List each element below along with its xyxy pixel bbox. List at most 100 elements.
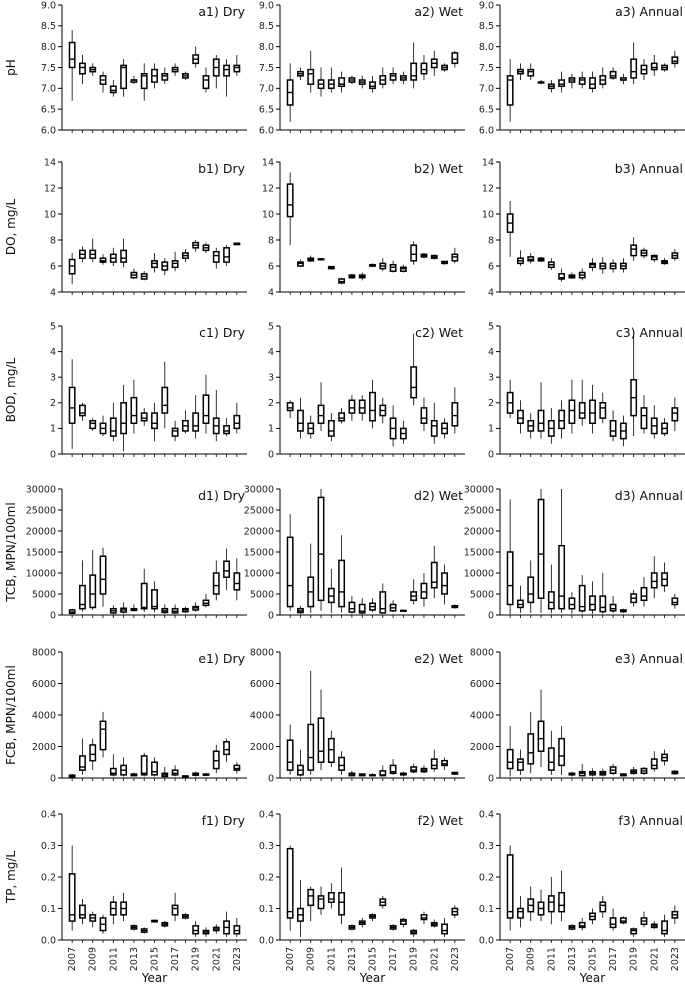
box (517, 907, 524, 919)
y-tick-label: 10000 (244, 568, 274, 579)
box (120, 402, 128, 435)
box (317, 895, 325, 910)
box (420, 407, 428, 425)
box (358, 399, 366, 414)
box (547, 895, 555, 913)
y-tick-label: 0.3 (479, 841, 494, 852)
box (286, 183, 294, 218)
y-tick-label: 3 (50, 373, 56, 384)
y-tick-label: 0 (50, 610, 56, 621)
box (68, 41, 76, 69)
panel-title: b2) Wet (414, 161, 463, 176)
box (441, 572, 448, 595)
panel-title: a2) Wet (414, 4, 463, 19)
panel-title: d3) Annual (615, 488, 683, 503)
x-tick-label: 2017 (170, 947, 181, 971)
x-tick-label: 2009 (526, 947, 537, 971)
box (671, 597, 679, 606)
box (140, 755, 148, 776)
box (640, 586, 648, 602)
box (358, 603, 366, 614)
box (151, 412, 158, 430)
panel-title: f2) Wet (418, 813, 464, 828)
y-tick-label: 25000 (464, 505, 494, 516)
box (120, 64, 128, 90)
box (109, 85, 117, 94)
box (568, 399, 576, 425)
y-tick-label: 8 (488, 235, 494, 246)
box (161, 73, 169, 81)
x-tick-label: 2019 (629, 947, 640, 971)
y-tick-label: 6000 (32, 679, 56, 690)
box (527, 68, 535, 77)
panel-title: c3) Annual (616, 325, 683, 340)
y-axis-label: pH (4, 59, 18, 76)
y-tick-label: 9.0 (259, 0, 274, 11)
y-tick-label: 20000 (464, 526, 494, 537)
y-tick-label: 8.0 (479, 42, 494, 53)
box (223, 741, 230, 756)
y-tick-label: 8000 (470, 647, 494, 658)
x-tick-label: 2011 (326, 947, 337, 971)
y-tick-label: 6.5 (259, 104, 274, 115)
y-tick-label: 1 (50, 424, 56, 435)
y-tick-label: 20000 (26, 526, 56, 537)
y-tick-label: 30000 (26, 484, 56, 495)
box (140, 73, 148, 90)
box (671, 56, 679, 65)
box (609, 419, 617, 437)
box (120, 249, 128, 263)
box (441, 923, 448, 935)
x-tick-label: 2011 (108, 947, 119, 971)
y-tick-label: 4 (488, 347, 494, 358)
box (547, 747, 555, 771)
y-tick-label: 5 (268, 321, 274, 332)
panel-title: b1) Dry (198, 161, 246, 176)
x-tick-label: 2023 (232, 947, 243, 971)
box (537, 720, 545, 752)
x-tick-label: 2021 (649, 947, 660, 971)
box (151, 589, 158, 610)
box (558, 79, 566, 87)
box (506, 748, 514, 770)
box (348, 399, 356, 414)
box (558, 544, 566, 610)
box (640, 407, 648, 430)
box (89, 419, 97, 430)
y-tick-label: 10 (44, 209, 56, 220)
box (223, 560, 230, 578)
y-tick-label: 0.1 (41, 904, 56, 915)
y-tick-label: 8000 (32, 647, 56, 658)
box (109, 417, 117, 437)
y-tick-label: 0.4 (479, 809, 494, 820)
box (161, 386, 169, 414)
x-tick-label: 2023 (450, 947, 461, 971)
y-tick-label: 4000 (32, 710, 56, 721)
y-tick-label: 1 (488, 424, 494, 435)
box (202, 394, 210, 425)
y-tick-label: 14 (482, 157, 494, 168)
box (79, 755, 86, 771)
box (578, 402, 586, 419)
box (420, 582, 428, 599)
box (171, 904, 179, 916)
box (527, 733, 535, 765)
box (369, 81, 376, 90)
box (558, 737, 566, 767)
y-tick-label: 25000 (244, 505, 274, 516)
box (430, 561, 438, 589)
x-tick-label: 2021 (211, 947, 222, 971)
y-tick-label: 10000 (464, 568, 494, 579)
box (420, 914, 428, 921)
y-tick-label: 0.2 (479, 872, 494, 883)
box (410, 244, 418, 262)
y-tick-label: 0.0 (479, 935, 494, 946)
box (89, 574, 97, 609)
panel-title: f1) Dry (202, 813, 246, 828)
box (192, 412, 200, 432)
panel-title: e1) Dry (198, 651, 245, 666)
panel-title: a3) Annual (615, 4, 683, 19)
box (233, 414, 241, 430)
box (558, 892, 566, 913)
